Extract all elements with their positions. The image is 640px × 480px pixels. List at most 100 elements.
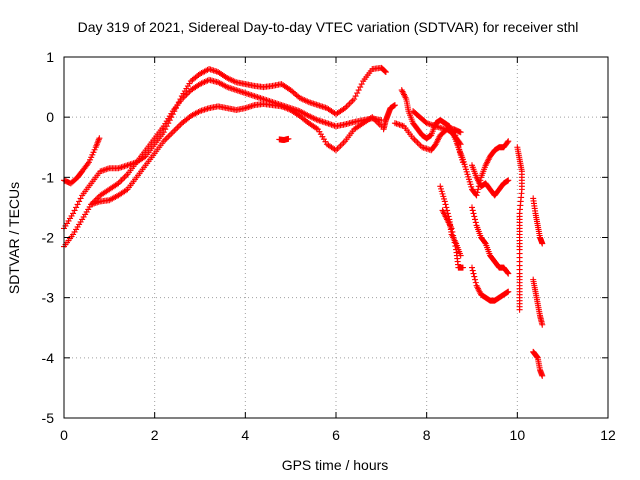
axis-ticks: 0 2 4 6 8 10 12 -5 -4 -3 -2 -1 0 1	[42, 49, 616, 443]
data-point	[340, 139, 347, 146]
data-point	[70, 210, 77, 217]
data-point	[454, 141, 461, 148]
data-point	[539, 321, 546, 328]
series-track-4	[88, 100, 385, 208]
series-track-17	[530, 195, 546, 247]
data-point	[481, 239, 488, 246]
series-track-15	[469, 264, 512, 304]
data-point	[505, 288, 512, 295]
data-point	[472, 216, 479, 223]
series-track-1	[61, 135, 103, 187]
x-tick-label: 0	[60, 427, 68, 443]
data-point	[505, 270, 512, 277]
data-point	[414, 139, 421, 146]
x-axis-label: GPS time / hours	[282, 457, 389, 473]
data-point	[539, 240, 546, 247]
series-track-5	[276, 135, 292, 144]
y-tick-label: -3	[42, 290, 55, 306]
data-point	[346, 100, 353, 107]
series-track-6	[380, 102, 398, 133]
data-point	[73, 204, 80, 211]
data-point	[504, 269, 511, 276]
y-tick-label: 0	[46, 109, 54, 125]
x-tick-label: 4	[241, 427, 249, 443]
data-point	[177, 121, 184, 128]
data-point	[472, 219, 479, 226]
data-point	[355, 87, 362, 94]
series-track-16	[514, 144, 525, 313]
data-point	[469, 204, 475, 211]
series-track-3	[61, 76, 385, 250]
data-point	[472, 276, 479, 283]
data-point	[74, 201, 81, 208]
x-tick-label: 8	[423, 427, 431, 443]
data-point	[452, 132, 459, 139]
data-point	[375, 120, 382, 127]
data-point	[76, 198, 83, 205]
data-point	[370, 115, 377, 122]
data-point	[505, 177, 512, 184]
data-point	[171, 127, 178, 134]
data-point	[452, 243, 459, 250]
data-point	[469, 267, 476, 274]
data-point	[382, 69, 389, 76]
data-point	[441, 198, 448, 205]
data-point	[121, 174, 128, 181]
data-point	[457, 129, 464, 136]
data-point	[539, 372, 546, 379]
data-point	[174, 124, 181, 131]
data-point	[450, 232, 457, 239]
data-point	[165, 133, 172, 140]
y-tick-label: 1	[46, 49, 54, 65]
data-point	[413, 138, 420, 145]
data-point	[348, 99, 355, 106]
data-point	[449, 228, 456, 235]
data-point	[472, 279, 479, 286]
data-point	[471, 273, 478, 280]
data-point	[183, 91, 190, 98]
data-point	[285, 135, 292, 142]
data-point	[470, 270, 477, 277]
data-point	[162, 136, 169, 143]
data-point	[118, 177, 125, 184]
data-point	[443, 204, 450, 211]
data-point	[469, 207, 476, 214]
data-point	[180, 94, 187, 101]
data-point	[475, 186, 482, 193]
data-point	[470, 210, 477, 217]
data-point	[451, 129, 458, 136]
x-tick-label: 12	[600, 427, 616, 443]
y-tick-label: -2	[42, 230, 55, 246]
x-tick-label: 6	[332, 427, 340, 443]
data-point	[451, 239, 458, 246]
data-point	[357, 84, 364, 91]
data-point	[416, 141, 423, 148]
data-point	[122, 172, 129, 179]
data-point	[334, 145, 341, 152]
data-point	[442, 201, 449, 208]
grid-lines	[64, 57, 608, 418]
series-track-11	[439, 207, 466, 271]
data-point	[71, 207, 78, 214]
data-point	[175, 123, 182, 130]
data-point	[162, 126, 169, 133]
series-track-13	[469, 162, 512, 199]
data-point	[354, 90, 361, 97]
data-point	[96, 135, 103, 142]
y-tick-label: -5	[42, 410, 55, 426]
data-marks	[61, 64, 546, 379]
data-point	[505, 138, 512, 145]
y-axis-label: SDTVAR / TECUs	[6, 182, 22, 294]
y-tick-label: -1	[42, 169, 55, 185]
data-point	[448, 225, 455, 232]
data-point	[358, 81, 365, 88]
x-tick-label: 2	[151, 427, 159, 443]
data-point	[516, 306, 523, 313]
data-point	[474, 189, 481, 196]
data-point	[471, 213, 478, 220]
data-point	[411, 136, 418, 143]
data-point	[337, 142, 344, 149]
chart-title: Day 319 of 2021, Sidereal Day-to-day VTE…	[78, 19, 579, 35]
series-track-14	[469, 204, 512, 277]
